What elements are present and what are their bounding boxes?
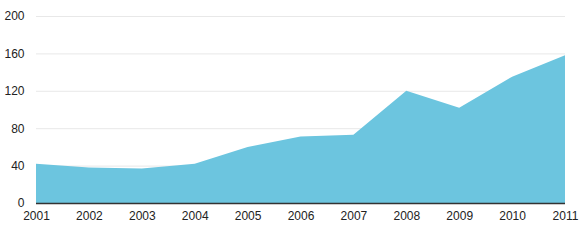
svg-text:2008: 2008 (393, 209, 420, 223)
svg-text:2004: 2004 (182, 209, 209, 223)
svg-text:2001: 2001 (23, 209, 50, 223)
svg-text:2009: 2009 (446, 209, 473, 223)
svg-text:0: 0 (17, 196, 25, 211)
svg-text:2010: 2010 (499, 209, 526, 223)
svg-text:120: 120 (4, 84, 24, 98)
svg-text:2007: 2007 (341, 209, 368, 223)
svg-text:2006: 2006 (288, 209, 315, 223)
svg-text:2002: 2002 (76, 209, 103, 223)
svg-text:2011: 2011 (553, 209, 579, 223)
svg-text:160: 160 (4, 47, 24, 61)
svg-text:80: 80 (11, 122, 25, 136)
svg-text:200: 200 (4, 9, 24, 23)
svg-text:2003: 2003 (129, 209, 156, 223)
svg-text:2005: 2005 (235, 209, 262, 223)
svg-text:40: 40 (11, 159, 25, 173)
